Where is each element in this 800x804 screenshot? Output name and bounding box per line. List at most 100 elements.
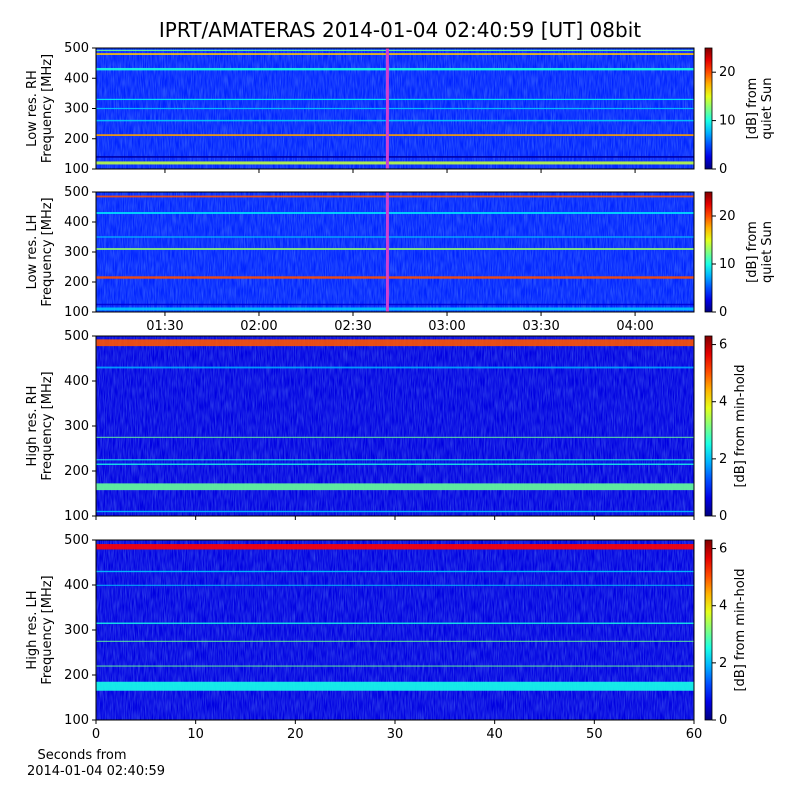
- y-tick-label: 400: [64, 374, 89, 389]
- y-tick-label: 400: [64, 215, 89, 230]
- heatmap-band: [96, 483, 694, 491]
- colorbar-label: [dB] from min-hold: [733, 568, 748, 691]
- heatmap-band: [96, 195, 694, 198]
- heatmap-band: [96, 276, 694, 279]
- x-tick-label: 03:30: [522, 319, 559, 334]
- heatmap-band: [96, 366, 694, 369]
- heatmap-band: [96, 436, 694, 438]
- y-tick-label: 200: [64, 464, 89, 479]
- heatmap-band: [96, 510, 694, 513]
- heatmap-band: [96, 544, 694, 550]
- heatmap-band: [96, 303, 694, 306]
- y-tick-label: 300: [64, 623, 89, 638]
- heatmap-band: [96, 640, 694, 642]
- colorbar-tick-label: 0: [719, 713, 727, 728]
- colorbar-label: [dB] from: [745, 78, 760, 140]
- y-tick-label: 200: [64, 132, 89, 147]
- x-tick-label: 30: [387, 727, 404, 742]
- heatmap-band: [96, 665, 694, 667]
- y-axis-label: Frequency [MHz]: [40, 197, 55, 306]
- colorbar-tick-label: 2: [719, 656, 727, 671]
- heatmap-band: [96, 622, 694, 624]
- x-tick-label: 20: [287, 727, 304, 742]
- heatmap-band: [96, 681, 694, 691]
- colorbar-tick-label: 0: [719, 509, 727, 524]
- colorbar-tick-label: 10: [719, 114, 736, 129]
- colorbar-tick-label: 10: [719, 257, 736, 272]
- y-tick-label: 200: [64, 668, 89, 683]
- y-tick-label: 500: [64, 41, 89, 56]
- colorbar: [704, 335, 713, 517]
- heatmap-band: [96, 459, 694, 461]
- heatmap-texture: [96, 540, 694, 720]
- colorbar-label: [dB] from: [745, 221, 760, 283]
- x-tick-label: 0: [92, 727, 100, 742]
- colorbar-label: quiet Sun: [760, 221, 775, 283]
- colorbar-tick-label: 20: [719, 209, 736, 224]
- heatmap-band: [96, 134, 694, 137]
- x-tick-label: 04:00: [616, 319, 653, 334]
- colorbar-tick-label: 20: [719, 65, 736, 80]
- y-tick-label: 400: [64, 71, 89, 86]
- y-axis-label: Low res. LH: [25, 215, 40, 290]
- heatmap-band: [96, 463, 694, 465]
- y-axis-label: High res. RH: [25, 386, 40, 467]
- y-tick-label: 100: [64, 509, 89, 524]
- y-tick-label: 500: [64, 185, 89, 200]
- heatmap-band: [96, 155, 694, 158]
- y-tick-label: 200: [64, 275, 89, 290]
- heatmap-band: [96, 339, 694, 347]
- x-tick-label: 02:00: [240, 319, 277, 334]
- heatmap-band: [96, 53, 694, 55]
- y-axis-label: High res. LH: [25, 590, 40, 669]
- colorbar-label: [dB] from min-hold: [733, 364, 748, 487]
- colorbar: [704, 539, 713, 721]
- heatmap-band: [96, 570, 694, 573]
- colorbar-tick-label: 4: [719, 395, 727, 410]
- y-tick-label: 100: [64, 305, 89, 320]
- heatmap-band: [96, 161, 694, 165]
- x-axis-label: 2014-01-04 02:40:59: [27, 764, 165, 779]
- y-tick-label: 300: [64, 102, 89, 117]
- colorbar-label: quiet Sun: [760, 77, 775, 139]
- x-tick-label: 40: [486, 727, 503, 742]
- x-tick-label: 60: [686, 727, 703, 742]
- colorbar-tick-label: 2: [719, 452, 727, 467]
- colorbar-tick-label: 0: [719, 162, 727, 177]
- x-tick-label: 01:30: [146, 319, 183, 334]
- y-axis-label: Frequency [MHz]: [40, 371, 55, 480]
- y-tick-label: 300: [64, 419, 89, 434]
- x-tick-label: 03:00: [428, 319, 465, 334]
- colorbar-tick-label: 6: [719, 338, 727, 353]
- heatmap-band: [96, 67, 694, 71]
- heatmap-band: [96, 248, 694, 250]
- colorbar: [704, 47, 713, 170]
- colorbar-tick-label: 6: [719, 542, 727, 557]
- y-axis-label: Frequency [MHz]: [40, 54, 55, 163]
- heatmap-band: [96, 236, 694, 238]
- y-tick-label: 300: [64, 245, 89, 260]
- y-axis-label: Low res. RH: [25, 70, 40, 147]
- y-tick-label: 500: [64, 329, 89, 344]
- x-tick-label: 50: [586, 727, 603, 742]
- y-axis-label: Frequency [MHz]: [40, 575, 55, 684]
- y-tick-label: 400: [64, 578, 89, 593]
- heatmap-band: [96, 119, 694, 122]
- x-axis-label: Seconds from: [37, 748, 126, 763]
- x-tick-label: 10: [187, 727, 204, 742]
- heatmap-band: [96, 107, 694, 110]
- figure-title: IPRT/AMATERAS 2014-01-04 02:40:59 [UT] 0…: [159, 18, 641, 42]
- colorbar-tick-label: 0: [719, 305, 727, 320]
- y-tick-label: 100: [64, 162, 89, 177]
- heatmap-texture: [96, 192, 694, 312]
- heatmap-band: [96, 307, 694, 311]
- heatmap-band: [96, 98, 694, 101]
- x-tick-label: 02:30: [334, 319, 371, 334]
- colorbar: [704, 191, 713, 313]
- y-tick-label: 100: [64, 713, 89, 728]
- heatmap-band: [96, 49, 694, 52]
- heatmap-band: [96, 584, 694, 586]
- y-tick-label: 500: [64, 533, 89, 548]
- colorbar-tick-label: 4: [719, 599, 727, 614]
